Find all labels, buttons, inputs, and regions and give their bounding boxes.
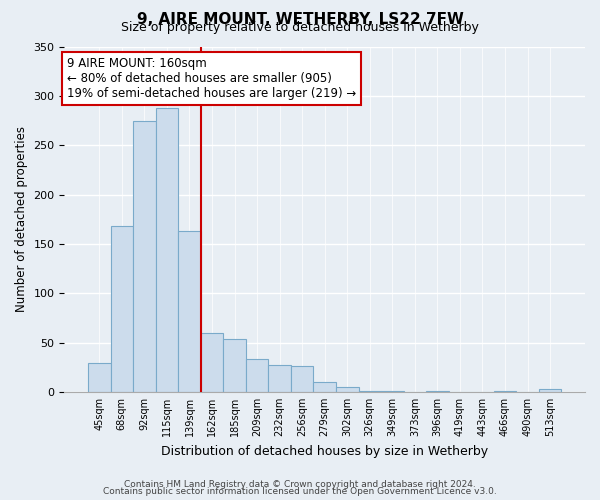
Text: Contains public sector information licensed under the Open Government Licence v3: Contains public sector information licen… bbox=[103, 487, 497, 496]
Bar bbox=[291, 366, 313, 392]
Bar bbox=[494, 391, 516, 392]
Bar bbox=[359, 391, 381, 392]
Text: Contains HM Land Registry data © Crown copyright and database right 2024.: Contains HM Land Registry data © Crown c… bbox=[124, 480, 476, 489]
Bar bbox=[539, 389, 562, 392]
Text: Size of property relative to detached houses in Wetherby: Size of property relative to detached ho… bbox=[121, 22, 479, 35]
Bar bbox=[381, 391, 404, 392]
Bar bbox=[313, 382, 336, 392]
Text: 9 AIRE MOUNT: 160sqm
← 80% of detached houses are smaller (905)
19% of semi-deta: 9 AIRE MOUNT: 160sqm ← 80% of detached h… bbox=[67, 57, 356, 100]
Bar bbox=[223, 338, 246, 392]
Bar bbox=[178, 231, 201, 392]
Bar bbox=[268, 366, 291, 392]
Bar bbox=[110, 226, 133, 392]
X-axis label: Distribution of detached houses by size in Wetherby: Distribution of detached houses by size … bbox=[161, 444, 488, 458]
Bar bbox=[133, 120, 155, 392]
Bar bbox=[201, 332, 223, 392]
Bar bbox=[246, 360, 268, 392]
Bar bbox=[155, 108, 178, 392]
Bar bbox=[88, 364, 110, 392]
Bar bbox=[426, 391, 449, 392]
Text: 9, AIRE MOUNT, WETHERBY, LS22 7FW: 9, AIRE MOUNT, WETHERBY, LS22 7FW bbox=[137, 12, 463, 26]
Bar bbox=[336, 387, 359, 392]
Y-axis label: Number of detached properties: Number of detached properties bbox=[15, 126, 28, 312]
